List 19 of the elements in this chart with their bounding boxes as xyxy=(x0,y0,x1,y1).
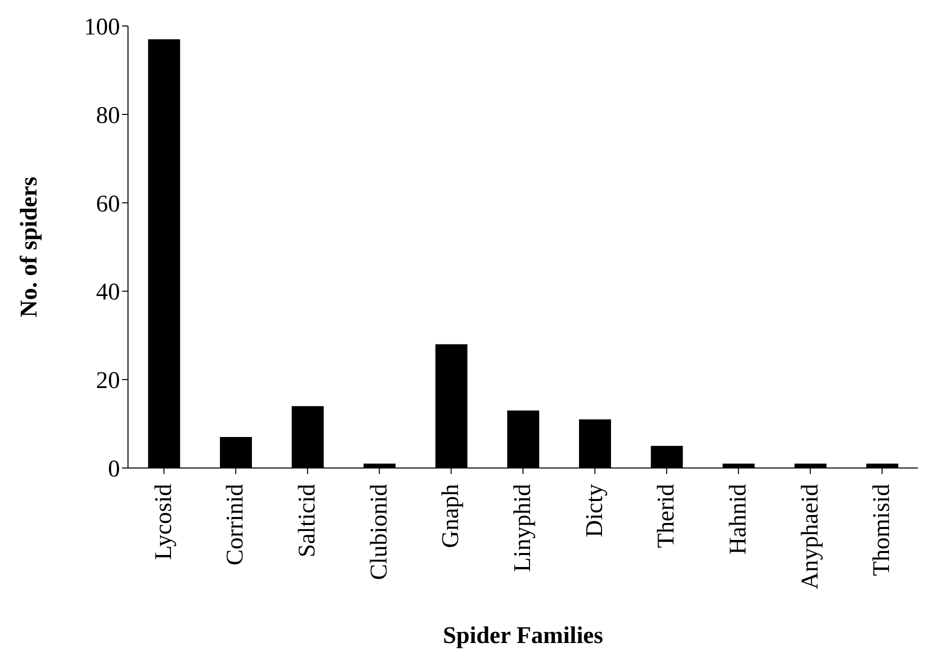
x-tick-label: Linyphid xyxy=(510,484,536,572)
y-axis-title: No. of spiders xyxy=(16,176,43,318)
x-axis-title: Spider Families xyxy=(442,623,604,649)
x-tick-label: Salticid xyxy=(294,484,321,558)
y-tick-label: 40 xyxy=(96,280,120,306)
x-tick-label: Therid xyxy=(654,484,680,548)
x-tick-label: Anyphaeid xyxy=(797,484,824,590)
x-tick-label: Thomisid xyxy=(869,484,896,576)
y-tick-label: 20 xyxy=(96,368,120,394)
x-tick-label: Dicty xyxy=(582,484,608,538)
y-tick-label: 80 xyxy=(96,102,120,129)
x-tick-label: Lycosid xyxy=(150,484,177,560)
x-tick-label: Corrinid xyxy=(222,484,249,566)
y-tick-label: 0 xyxy=(108,456,120,483)
y-tick-label: 60 xyxy=(96,191,120,218)
x-tick-label: Gnaph xyxy=(438,484,464,548)
x-tick-label: Clubionid xyxy=(366,484,392,580)
x-tick-label: Hahnid xyxy=(725,484,752,555)
y-tick-label: 100 xyxy=(84,14,120,41)
